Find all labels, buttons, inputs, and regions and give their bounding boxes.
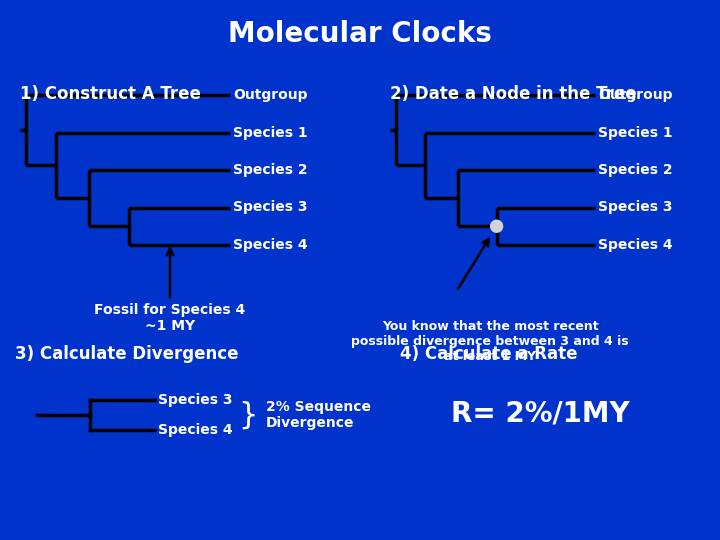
Text: Species 2: Species 2 bbox=[233, 163, 307, 177]
Text: Species 4: Species 4 bbox=[598, 238, 672, 252]
Text: Species 2: Species 2 bbox=[598, 163, 672, 177]
Text: 3) Calculate Divergence: 3) Calculate Divergence bbox=[15, 345, 238, 363]
Text: Molecular Clocks: Molecular Clocks bbox=[228, 20, 492, 48]
Text: Species 1: Species 1 bbox=[598, 125, 672, 139]
Text: 2) Date a Node in the Tree: 2) Date a Node in the Tree bbox=[390, 85, 636, 103]
Text: 1) Construct A Tree: 1) Construct A Tree bbox=[20, 85, 201, 103]
Circle shape bbox=[490, 220, 503, 232]
Text: R= 2%/1MY: R= 2%/1MY bbox=[451, 400, 629, 428]
Text: }: } bbox=[238, 401, 258, 429]
Text: Species 4: Species 4 bbox=[233, 238, 307, 252]
Text: Outgroup: Outgroup bbox=[233, 88, 307, 102]
Text: Outgroup: Outgroup bbox=[598, 88, 672, 102]
Text: Species 1: Species 1 bbox=[233, 125, 307, 139]
Text: You know that the most recent
possible divergence between 3 and 4 is
at least 1 : You know that the most recent possible d… bbox=[351, 320, 629, 363]
Text: 4) Calculate a Rate: 4) Calculate a Rate bbox=[400, 345, 577, 363]
Text: Species 3: Species 3 bbox=[158, 393, 233, 407]
Text: 2% Sequence
Divergence: 2% Sequence Divergence bbox=[266, 400, 371, 430]
Text: Fossil for Species 4
~1 MY: Fossil for Species 4 ~1 MY bbox=[94, 303, 246, 333]
Text: Species 4: Species 4 bbox=[158, 423, 233, 437]
Text: Species 3: Species 3 bbox=[598, 200, 672, 214]
Text: Species 3: Species 3 bbox=[233, 200, 307, 214]
